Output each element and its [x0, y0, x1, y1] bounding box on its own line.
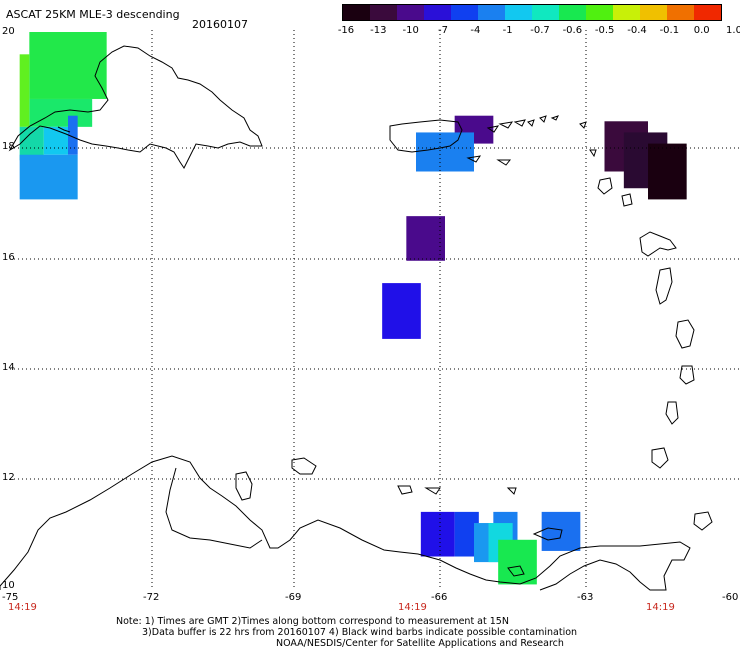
color-scale-label: -0.1 — [659, 25, 680, 36]
lon-label: -75 — [2, 592, 19, 603]
wind-cells — [19, 32, 687, 585]
color-scale-label: -13 — [370, 25, 387, 36]
color-swatch — [532, 5, 559, 20]
lon-label: -72 — [143, 592, 160, 603]
color-swatch — [586, 5, 613, 20]
wind-cell — [648, 143, 687, 200]
color-scale-label: -10 — [402, 25, 419, 36]
color-swatch — [640, 5, 667, 20]
color-swatch — [694, 5, 721, 20]
lat-label: 10 — [2, 580, 15, 591]
time-label: 14:19 — [8, 602, 37, 613]
color-scale-labels: -16 -13 -10 -7 -4 -1 -0.7 -0.6 -0.5 -0.4 -0.1 0.0 1.… — [330, 25, 740, 39]
wind-cell — [68, 115, 78, 155]
wind-cell — [541, 511, 581, 551]
wind-cell — [19, 154, 78, 200]
lat-label: 16 — [2, 252, 15, 263]
wind-cell — [19, 54, 30, 127]
color-scale-label: -7 — [438, 25, 448, 36]
color-scale-label: -0.5 — [594, 25, 615, 36]
lon-label: -60 — [722, 592, 739, 603]
color-swatch — [667, 5, 694, 20]
lon-label: -69 — [285, 592, 302, 603]
lat-label: 14 — [2, 362, 15, 373]
color-scale-label: -0.7 — [530, 25, 550, 36]
color-swatch — [613, 5, 640, 20]
lat-label: 18 — [2, 141, 15, 152]
color-scale-label: -0.6 — [562, 25, 583, 36]
color-scale-label: 1.0 — [726, 25, 740, 36]
map-title: ASCAT 25KM MLE-3 descending — [6, 8, 180, 21]
grid-lines — [10, 30, 740, 590]
lat-label: 12 — [2, 472, 15, 483]
lon-label: -63 — [577, 592, 594, 603]
time-label: 14:19 — [646, 602, 675, 613]
color-swatch — [505, 5, 532, 20]
note-line-3: NOAA/NESDIS/Center for Satellite Applica… — [276, 638, 564, 649]
wind-cell — [406, 216, 445, 261]
color-swatch — [478, 5, 505, 20]
map-date: 20160107 — [192, 18, 248, 31]
coastlines — [0, 45, 713, 591]
wind-cell — [420, 511, 455, 557]
color-swatch — [559, 5, 586, 20]
color-swatch — [370, 5, 397, 20]
color-swatch — [343, 5, 370, 20]
lon-label: -66 — [431, 592, 448, 603]
color-swatch — [424, 5, 451, 20]
color-scale-label: -1 — [502, 25, 513, 36]
color-scale-label: 0.0 — [693, 25, 710, 36]
lat-label: 20 — [2, 26, 15, 37]
wind-cell — [498, 539, 537, 585]
time-label: 14:19 — [398, 602, 427, 613]
wind-cell — [382, 283, 421, 339]
note-line-1: Note: 1) Times are GMT 2)Times along bot… — [116, 616, 509, 627]
color-swatch — [397, 5, 424, 20]
wind-cell — [29, 32, 107, 99]
wind-cell — [43, 126, 68, 155]
wind-cell — [29, 98, 93, 127]
color-scale-label: -0.4 — [627, 25, 647, 36]
color-scale-label: -4 — [470, 25, 481, 36]
wind-cell — [416, 132, 474, 172]
color-swatch — [451, 5, 478, 20]
note-line-2: 3)Data buffer is 22 hrs from 20160107 4)… — [142, 627, 578, 638]
color-scale-bar — [342, 4, 722, 21]
color-scale-label: -16 — [337, 25, 355, 36]
